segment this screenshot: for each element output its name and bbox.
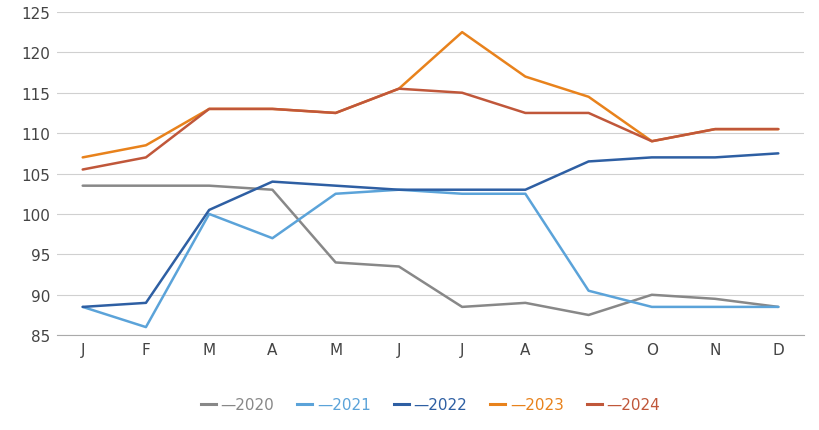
2020 — [457, 304, 467, 310]
2022 — [772, 151, 782, 157]
2022 — [709, 156, 719, 161]
2022 — [646, 156, 656, 161]
2024 — [583, 111, 593, 116]
2023 — [267, 107, 277, 112]
2023 — [520, 75, 530, 80]
2021 — [709, 304, 719, 310]
2021 — [393, 188, 403, 193]
2024 — [457, 91, 467, 96]
2023 — [772, 127, 782, 132]
2023 — [457, 31, 467, 36]
Line: 2023: 2023 — [83, 33, 777, 158]
2024 — [646, 139, 656, 144]
2021 — [520, 192, 530, 197]
2021 — [141, 325, 151, 330]
2021 — [457, 192, 467, 197]
2023 — [646, 139, 656, 144]
2020 — [393, 264, 403, 270]
2024 — [709, 127, 719, 132]
2024 — [772, 127, 782, 132]
2020 — [204, 184, 214, 189]
2022 — [141, 301, 151, 306]
2023 — [709, 127, 719, 132]
2023 — [141, 143, 151, 148]
2022 — [204, 208, 214, 213]
Line: 2024: 2024 — [83, 89, 777, 170]
2022 — [78, 304, 88, 310]
2022 — [583, 160, 593, 165]
2020 — [583, 313, 593, 318]
2023 — [330, 111, 340, 116]
Line: 2020: 2020 — [83, 186, 777, 315]
2022 — [457, 188, 467, 193]
Line: 2021: 2021 — [83, 190, 777, 327]
2020 — [520, 301, 530, 306]
2022 — [330, 184, 340, 189]
2023 — [583, 95, 593, 100]
2022 — [520, 188, 530, 193]
2020 — [709, 297, 719, 302]
2023 — [78, 156, 88, 161]
2020 — [267, 188, 277, 193]
2020 — [78, 184, 88, 189]
2024 — [393, 87, 403, 92]
2020 — [141, 184, 151, 189]
2021 — [204, 212, 214, 217]
2022 — [267, 180, 277, 185]
2024 — [78, 168, 88, 173]
2020 — [330, 260, 340, 265]
2021 — [583, 289, 593, 294]
2020 — [646, 292, 656, 298]
Legend: —2020, —2021, —2022, —2023, —2024: —2020, —2021, —2022, —2023, —2024 — [194, 391, 666, 418]
2024 — [330, 111, 340, 116]
2021 — [646, 304, 656, 310]
2020 — [772, 304, 782, 310]
Line: 2022: 2022 — [83, 154, 777, 307]
2024 — [204, 107, 214, 112]
2024 — [267, 107, 277, 112]
2024 — [141, 156, 151, 161]
2021 — [772, 304, 782, 310]
2022 — [393, 188, 403, 193]
2021 — [267, 236, 277, 241]
2023 — [393, 87, 403, 92]
2024 — [520, 111, 530, 116]
2021 — [330, 192, 340, 197]
2023 — [204, 107, 214, 112]
2021 — [78, 304, 88, 310]
